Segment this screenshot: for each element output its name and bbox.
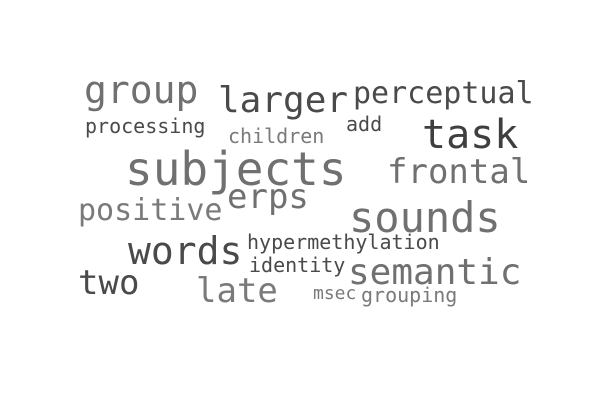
word-processing: processing [85,114,206,138]
word-two: two [78,263,140,303]
word-semantic: semantic [348,252,522,293]
word-erps: erps [227,177,309,217]
word-perceptual: perceptual [353,76,534,111]
word-hypermethylation: hypermethylation [247,230,440,254]
word-frontal: frontal [387,152,531,192]
word-words: words [128,229,243,273]
word-msec: msec [313,283,357,304]
word-children: children [228,124,325,148]
word-sounds: sounds [349,193,501,242]
word-grouping: grouping [361,283,458,307]
word-subjects: subjects [125,142,347,196]
word-task: task [422,112,519,158]
word-group: group [84,68,199,112]
word-identity: identity [249,253,346,277]
word-positive: positive [78,193,223,228]
word-late: late [196,271,278,311]
word-larger: larger [218,80,349,121]
word-add: add [346,112,383,136]
